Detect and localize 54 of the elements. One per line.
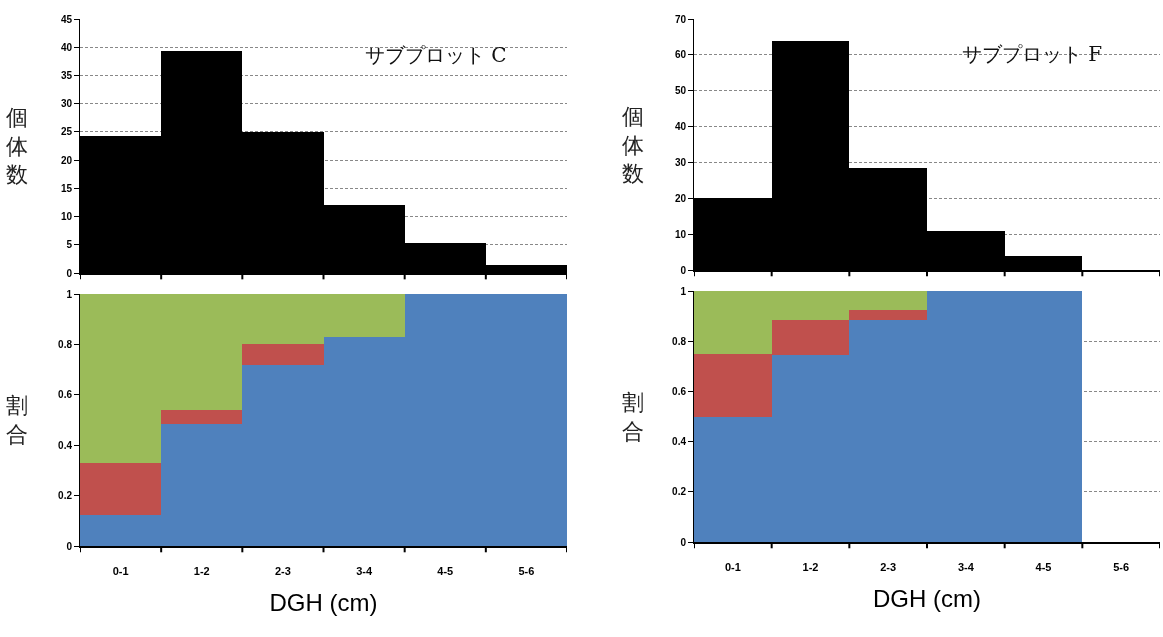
x-tick-label: 0-1 [112,565,129,578]
y-tick-label: 15 [60,182,73,194]
y-tick-label: 10 [60,211,73,223]
y-tick-label: 50 [674,85,687,97]
annotation: サブプロット C [365,43,507,67]
y-tick-label: 0.6 [58,389,73,401]
y-tick-label: 0.6 [672,385,687,397]
y-axis-title: 割合 [6,393,28,447]
y-tick-label: 0.2 [58,490,73,502]
y-tick-label: 0 [680,264,687,276]
x-tick-label: 3-4 [957,561,975,574]
x-tick-label: 1-2 [802,561,819,574]
bar [161,409,243,424]
x-tick-label: 4-5 [1035,561,1052,574]
x-tick-label: 5-6 [518,565,535,578]
bar [849,309,927,320]
y-tick-label: 0.2 [672,486,687,498]
x-tick-label: 0-1 [724,561,741,574]
y-tick-label: 20 [60,154,73,166]
x-tick-label: 3-4 [356,565,373,578]
y-tick-label: 0.4 [672,436,687,448]
y-tick-label: 70 [674,13,687,25]
x-tick-label: 4-5 [437,565,454,578]
x-tick-label: 5-6 [1113,561,1130,574]
y-axis-title: 個体数 [622,104,644,187]
annotation: サブプロット F [962,42,1103,66]
bar [242,344,324,365]
y-axis-title: 割合 [622,390,644,444]
y-tick-label: 25 [60,126,73,138]
y-tick-label: 45 [60,13,73,25]
x-axis-title: DGH (cm) [873,585,981,612]
y-tick-label: 40 [674,121,687,133]
y-tick-label: 0 [66,267,73,279]
y-tick-label: 5 [66,239,73,251]
y-tick-label: 10 [674,228,687,240]
y-tick-label: 0 [66,540,73,552]
x-axis-title: DGH (cm) [269,589,378,616]
x-tick-label: 1-2 [193,565,210,578]
y-tick-label: 40 [60,41,73,53]
y-tick-label: 0.8 [58,338,73,350]
x-tick-label: 2-3 [274,565,291,578]
y-tick-label: 0.4 [58,439,73,451]
y-tick-label: 20 [674,192,687,204]
y-tick-label: 0.8 [672,335,687,347]
y-tick-label: 60 [674,49,687,61]
y-tick-label: 1 [680,285,687,297]
y-tick-label: 35 [60,69,73,81]
y-axis-title: 個体数 [6,105,28,188]
y-tick-label: 30 [60,98,73,110]
y-tick-label: 30 [674,156,687,168]
bar [80,462,162,515]
y-tick-label: 1 [66,288,73,300]
x-tick-label: 2-3 [880,561,897,574]
y-tick-label: 0 [680,536,687,548]
